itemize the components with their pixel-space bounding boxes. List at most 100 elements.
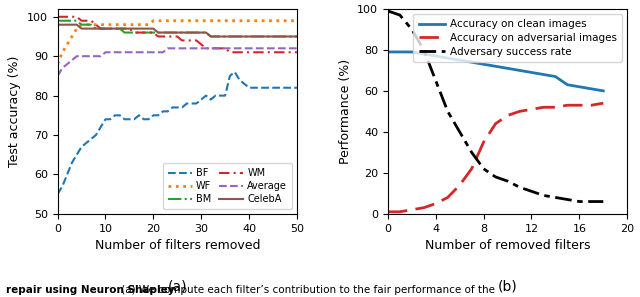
BM bbox=[207, 35, 214, 38]
CelebA bbox=[54, 23, 61, 26]
WF bbox=[125, 23, 133, 26]
Accuracy on adversarial images bbox=[468, 167, 476, 170]
Accuracy on adversarial images bbox=[492, 122, 499, 125]
WF bbox=[231, 19, 239, 23]
WM bbox=[131, 31, 138, 34]
WF bbox=[131, 23, 138, 26]
Accuracy on adversarial images bbox=[480, 140, 488, 144]
Y-axis label: Test accuracy (%): Test accuracy (%) bbox=[8, 56, 21, 167]
Text: (b): (b) bbox=[498, 279, 517, 293]
BM bbox=[231, 35, 239, 38]
CelebA bbox=[216, 35, 224, 38]
Accuracy on clean images bbox=[540, 73, 547, 76]
BF bbox=[212, 94, 220, 97]
Line: Average: Average bbox=[58, 48, 297, 76]
Accuracy on clean images bbox=[384, 50, 392, 54]
Adversary success rate bbox=[444, 110, 452, 113]
WM bbox=[54, 15, 61, 19]
WF bbox=[150, 19, 157, 23]
Accuracy on clean images bbox=[432, 54, 440, 58]
WM bbox=[231, 50, 239, 54]
Accuracy on adversarial images bbox=[444, 196, 452, 199]
WF bbox=[216, 19, 224, 23]
Accuracy on adversarial images bbox=[564, 103, 572, 107]
Accuracy on clean images bbox=[504, 67, 511, 70]
X-axis label: Number of removed filters: Number of removed filters bbox=[425, 239, 590, 252]
Average bbox=[293, 47, 301, 50]
Line: WF: WF bbox=[58, 21, 297, 64]
Adversary success rate bbox=[564, 198, 572, 201]
Accuracy on adversarial images bbox=[504, 114, 511, 117]
Text: (a): (a) bbox=[168, 279, 187, 293]
Accuracy on adversarial images bbox=[408, 208, 415, 211]
Adversary success rate bbox=[600, 200, 607, 203]
BM bbox=[293, 35, 301, 38]
Accuracy on adversarial images bbox=[432, 202, 440, 206]
Adversary success rate bbox=[408, 28, 415, 31]
Accuracy on adversarial images bbox=[420, 206, 428, 209]
Line: BF: BF bbox=[58, 72, 297, 194]
WF bbox=[54, 62, 61, 66]
Accuracy on adversarial images bbox=[540, 105, 547, 109]
Line: Accuracy on adversarial images: Accuracy on adversarial images bbox=[388, 103, 604, 212]
Adversary success rate bbox=[552, 196, 559, 199]
Adversary success rate bbox=[492, 175, 499, 179]
Accuracy on adversarial images bbox=[396, 210, 404, 214]
CelebA bbox=[293, 35, 301, 38]
Accuracy on clean images bbox=[420, 52, 428, 56]
Average bbox=[106, 50, 114, 54]
WM bbox=[125, 27, 133, 30]
CelebA bbox=[207, 35, 214, 38]
Adversary success rate bbox=[504, 179, 511, 183]
Accuracy on clean images bbox=[527, 71, 535, 74]
Accuracy on clean images bbox=[480, 62, 488, 66]
Adversary success rate bbox=[588, 200, 595, 203]
Accuracy on adversarial images bbox=[384, 210, 392, 214]
BF bbox=[125, 118, 133, 121]
Average bbox=[231, 47, 239, 50]
BF bbox=[54, 192, 61, 196]
Accuracy on clean images bbox=[444, 56, 452, 60]
Adversary success rate bbox=[480, 167, 488, 170]
CelebA bbox=[125, 27, 133, 30]
Average bbox=[54, 74, 61, 78]
Adversary success rate bbox=[575, 200, 583, 203]
Accuracy on clean images bbox=[600, 89, 607, 93]
Average bbox=[164, 47, 172, 50]
Line: BM: BM bbox=[58, 21, 297, 37]
BM bbox=[216, 35, 224, 38]
BF bbox=[106, 118, 114, 121]
BM bbox=[125, 31, 133, 34]
Adversary success rate bbox=[456, 130, 463, 134]
CelebA bbox=[106, 27, 114, 30]
BF bbox=[226, 74, 234, 78]
WM bbox=[288, 50, 296, 54]
WM bbox=[293, 50, 301, 54]
Line: CelebA: CelebA bbox=[58, 25, 297, 37]
Accuracy on clean images bbox=[468, 60, 476, 64]
BM bbox=[131, 31, 138, 34]
WF bbox=[288, 19, 296, 23]
Line: Adversary success rate: Adversary success rate bbox=[388, 11, 604, 202]
Adversary success rate bbox=[420, 48, 428, 52]
Accuracy on adversarial images bbox=[516, 110, 524, 113]
CelebA bbox=[231, 35, 239, 38]
BM bbox=[106, 27, 114, 30]
Adversary success rate bbox=[468, 151, 476, 154]
Accuracy on clean images bbox=[588, 87, 595, 91]
Adversary success rate bbox=[432, 79, 440, 83]
Y-axis label: Performance (%): Performance (%) bbox=[339, 59, 351, 164]
Accuracy on clean images bbox=[516, 69, 524, 72]
Accuracy on adversarial images bbox=[527, 108, 535, 111]
Line: Accuracy on clean images: Accuracy on clean images bbox=[388, 52, 604, 91]
WF bbox=[106, 23, 114, 26]
Accuracy on adversarial images bbox=[575, 103, 583, 107]
Accuracy on adversarial images bbox=[600, 101, 607, 105]
Accuracy on clean images bbox=[552, 75, 559, 78]
BF bbox=[288, 86, 296, 89]
Text: (a) We compute each filter’s contribution to the fair performance of the: (a) We compute each filter’s contributio… bbox=[118, 285, 495, 295]
BF bbox=[131, 118, 138, 121]
WF bbox=[293, 19, 301, 23]
Legend: BF, WF, BM, WM, Average, CelebA: BF, WF, BM, WM, Average, CelebA bbox=[163, 163, 292, 209]
Adversary success rate bbox=[527, 189, 535, 193]
